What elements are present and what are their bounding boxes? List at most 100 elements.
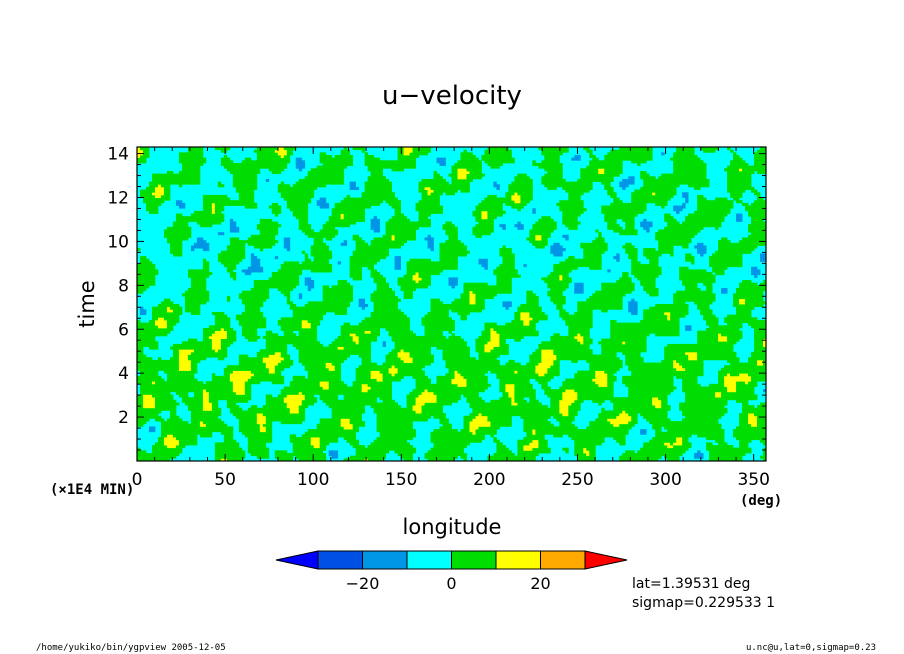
contour-cell [250,264,261,268]
contour-cell [343,213,366,217]
contour-cell [619,184,629,188]
contour-cell [307,370,342,374]
contour-cell [247,445,267,449]
contour-cell [466,176,482,180]
contour-cell [142,397,156,401]
contour-cell [724,375,752,379]
contour-cell [202,266,210,270]
contour-cell [382,362,431,366]
contour-cell [157,184,162,188]
contour-cell [211,343,222,347]
contour-cell [277,322,303,326]
contour-cell [172,224,189,228]
contour-cell [247,437,273,441]
contour-cell [460,317,467,321]
contour-cell [631,370,704,374]
contour-cell [499,335,524,339]
contour-cell [178,205,186,209]
contour-cell [643,181,710,185]
contour-cell [568,327,590,332]
contour-cell [673,205,686,209]
contour-cell [685,327,692,332]
contour-cell [541,386,551,390]
contour-cell [544,184,593,188]
contour-cell [733,152,737,156]
contour-cell [727,176,752,180]
contour-cell [742,237,766,241]
contour-cell [328,218,366,222]
contour-cell [727,170,755,175]
contour-cell [137,282,156,286]
contour-cell [322,285,330,289]
contour-cell [214,319,231,324]
contour-cell [199,423,207,427]
contour-cell [319,418,342,422]
contour-cell [364,181,392,185]
contour-cell [140,386,234,390]
contour-cell [304,258,312,262]
contour-cell [724,168,740,172]
contour-cell [217,232,225,236]
contour-cell [517,306,542,310]
contour-cell [370,218,381,222]
contour-cell [655,333,680,337]
contour-cell [526,431,533,435]
contour-cell [292,378,342,382]
contour-cell [502,301,512,305]
contour-cell [289,383,321,387]
contour-cell [247,407,291,411]
contour-cell [370,269,378,273]
contour-cell [697,351,737,355]
contour-cell [457,370,488,374]
contour-cell [292,445,315,449]
contour-cell [763,447,766,451]
contour-cell [226,330,237,334]
contour-cell [178,351,192,355]
contour-cell [214,455,246,459]
contour-cell [535,234,542,238]
contour-cell [619,277,632,281]
contour-cell [343,240,348,244]
contour-cell [391,365,395,369]
contour-cell [739,415,749,419]
contour-cell [499,381,530,385]
contour-cell [265,418,306,422]
contour-cell [265,343,288,347]
contour-cell [214,210,222,214]
contour-cell [664,216,674,220]
contour-cell [526,298,539,302]
contour-cell [601,309,608,313]
contour-cell [517,173,527,177]
contour-cell [157,437,165,441]
contour-cell [211,333,228,337]
contour-cell [742,405,755,409]
contour-cell [487,213,503,217]
contour-cell [391,373,395,377]
colorbar: −20 0 20 [275,550,628,593]
contour-cell [604,216,635,220]
contour-cell [190,367,198,371]
contour-cell [178,362,192,366]
contour-cell [556,304,563,308]
contour-cell [442,226,458,230]
contour-cell [415,410,422,414]
contour-cell [220,157,231,161]
contour-cell [748,210,766,214]
contour-cell [244,335,261,339]
contour-cell [346,194,351,198]
contour-cell [577,333,581,337]
contour-cell [163,189,171,193]
contour-cell [160,184,171,188]
contour-cell [331,285,354,289]
contour-cell [202,202,213,206]
contour-cell [229,410,291,414]
contour-cell [748,322,766,326]
contour-cell [358,322,410,326]
contour-cell [199,224,213,228]
contour-cell [151,450,183,454]
contour-cell [574,399,584,403]
contour-cell [295,160,306,164]
contour-cell [715,439,725,443]
contour-cell [367,178,389,182]
contour-cell [415,381,431,385]
